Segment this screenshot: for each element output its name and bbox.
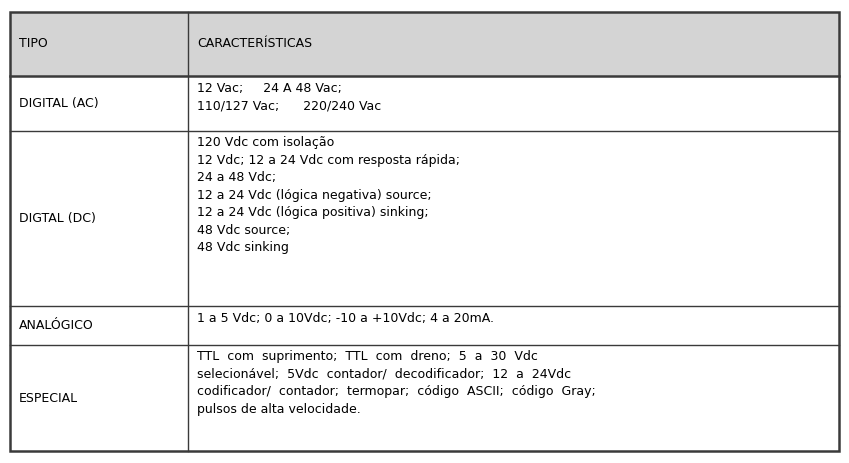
Text: TIPO: TIPO: [19, 38, 48, 50]
Bar: [10, 76, 188, 131]
Bar: [10, 12, 188, 76]
Text: 12 Vac;     24 A 48 Vac;
110/127 Vac;      220/240 Vac: 12 Vac; 24 A 48 Vac; 110/127 Vac; 220/24…: [197, 82, 381, 112]
Text: CARACTERÍSTICAS: CARACTERÍSTICAS: [197, 38, 312, 50]
Bar: [10, 344, 188, 451]
Text: DIGITAL (AC): DIGITAL (AC): [19, 97, 98, 110]
Bar: [10, 131, 188, 306]
Text: TTL  com  suprimento;  TTL  com  dreno;  5  a  30  Vdc
selecionável;  5Vdc  cont: TTL com suprimento; TTL com dreno; 5 a 3…: [197, 350, 596, 416]
Text: ANALÓGICO: ANALÓGICO: [19, 319, 93, 332]
Text: ESPECIAL: ESPECIAL: [19, 392, 78, 405]
Bar: [188, 306, 839, 344]
Bar: [188, 12, 839, 76]
Text: 1 a 5 Vdc; 0 a 10Vdc; -10 a +10Vdc; 4 a 20mA.: 1 a 5 Vdc; 0 a 10Vdc; -10 a +10Vdc; 4 a …: [197, 312, 494, 325]
Text: 120 Vdc com isolação
12 Vdc; 12 a 24 Vdc com resposta rápida;
24 a 48 Vdc;
12 a : 120 Vdc com isolação 12 Vdc; 12 a 24 Vdc…: [197, 136, 460, 254]
Bar: [188, 131, 839, 306]
Bar: [10, 306, 188, 344]
Bar: [188, 76, 839, 131]
Bar: [188, 344, 839, 451]
Text: DIGTAL (DC): DIGTAL (DC): [19, 212, 96, 225]
